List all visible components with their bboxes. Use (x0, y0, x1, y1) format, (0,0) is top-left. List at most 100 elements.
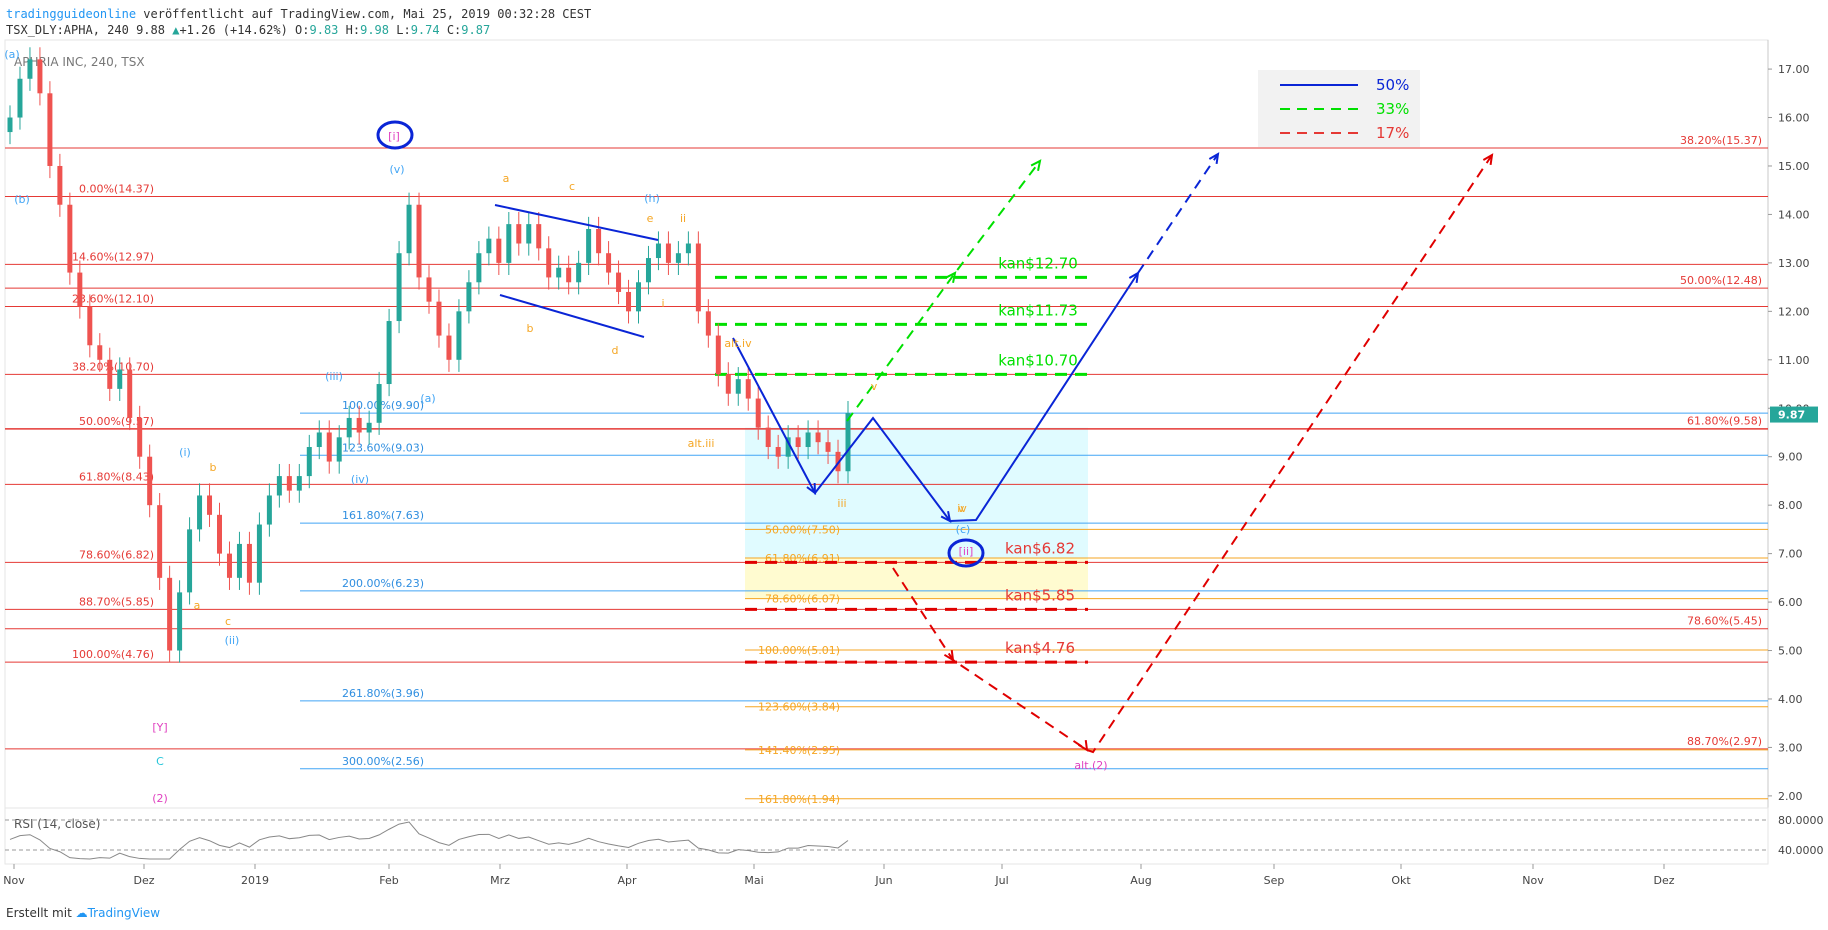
candle-body (426, 277, 432, 302)
fib-label-red: 38.20%(10.70) (72, 360, 154, 373)
fib-label-blue: 161.80%(7.63) (342, 509, 424, 522)
candle-body (236, 543, 242, 578)
candle-body (396, 253, 402, 322)
candle-body (705, 311, 711, 336)
last-price-badge (1770, 406, 1818, 423)
fib-label-blue: 200.00%(6.23) (342, 577, 424, 590)
arrowhead-blue (806, 482, 817, 496)
close-label: C: (446, 23, 462, 37)
wave-label: c (569, 180, 575, 193)
candle-body (466, 282, 472, 312)
ohlc-line: TSX_DLY:APHA, 240 9.88 ▲+1.26 (+14.62%) … (6, 22, 591, 38)
target-label-red: kan$4.76 (1005, 639, 1075, 657)
y-tick-label: 13.00 (1778, 257, 1810, 270)
candle-body (476, 253, 482, 283)
footer: Erstellt mit ☁TradingView (6, 906, 160, 920)
arrowhead-blue (940, 510, 952, 523)
wave-label: [ii] (959, 545, 974, 558)
candle-series (7, 47, 851, 663)
wave-circle-marker (947, 538, 985, 568)
candle-body (217, 514, 222, 554)
author-link[interactable]: tradingguideonline (6, 7, 137, 21)
candle-body (456, 311, 462, 360)
candle-body (556, 267, 562, 278)
wave-label: i (661, 297, 664, 310)
triangle-up-icon: ▲ (172, 23, 180, 37)
candle-body (805, 432, 811, 448)
pennant-lower-line (499, 294, 645, 338)
rsi-title: RSI (14, close) (14, 817, 100, 831)
fib-label-red: 14.60%(12.97) (72, 250, 154, 263)
instrument-label: APHRIA INC, 240, TSX (14, 55, 145, 69)
candle-body (416, 204, 422, 278)
y-tick-label: 2.00 (1778, 790, 1803, 803)
high-value: 9.98 (360, 23, 389, 37)
wave-label: (h) (644, 192, 660, 205)
fib-label-blue: 123.60%(9.03) (342, 441, 424, 454)
last-price: 9.88 (136, 23, 165, 37)
fib-label-orange: 50.00%(7.50) (765, 523, 840, 536)
y-tick-label: 16.00 (1778, 112, 1810, 125)
fib-label-red: 100.00%(4.76) (72, 648, 154, 661)
wave-label: c (225, 615, 231, 628)
y-tick-label: 3.00 (1778, 741, 1803, 754)
rsi-line (9, 821, 849, 860)
fib-label-red: 38.20%(15.37) (1680, 134, 1762, 147)
wave-circle-marker (376, 120, 414, 150)
y-tick-label: 15.00 (1778, 160, 1810, 173)
y-tick-label: 11.00 (1778, 354, 1810, 367)
fib-label-red: 78.60%(6.82) (79, 548, 154, 561)
fib-label-red: 78.60%(5.45) (1687, 615, 1762, 628)
wave-label: (iv) (351, 473, 369, 486)
candle-body (256, 524, 262, 583)
y-tick-label: 7.00 (1778, 548, 1803, 561)
wave-path-red (892, 154, 1493, 754)
candle-body (386, 321, 392, 385)
candle-body (187, 529, 193, 593)
x-tick-label: Aug (1130, 874, 1151, 887)
y-tick-label: 6.00 (1778, 596, 1803, 609)
rsi-pane (4, 807, 1769, 865)
candle-body (316, 432, 322, 448)
candle-body (7, 117, 13, 133)
low-value: 9.74 (410, 23, 440, 37)
y-tick-label: 8.00 (1778, 499, 1803, 512)
candle-body (775, 447, 781, 457)
candle-body (336, 437, 342, 462)
rsi-level-label: 40.0000 (1778, 844, 1824, 857)
x-tick-label: Apr (617, 874, 637, 887)
candle-body (785, 437, 791, 457)
arrowhead-red (1482, 153, 1494, 166)
target-label-green: kan$12.70 (998, 254, 1078, 272)
wave-label: alt.iii (688, 437, 715, 450)
legend-label: 33% (1376, 100, 1409, 118)
wave-label: e (647, 212, 654, 225)
candle-body (107, 359, 113, 389)
candle-body (765, 427, 771, 448)
y-tick-label: 14.00 (1778, 208, 1810, 221)
tradingview-link[interactable]: TradingView (87, 906, 161, 920)
y-tick-label: 9.00 (1778, 451, 1803, 464)
arrowhead-green (945, 271, 957, 284)
candle-body (326, 432, 332, 462)
wave-label: v (871, 380, 878, 393)
candle-body (486, 238, 492, 254)
wave-label: a (194, 599, 201, 612)
wave-label: (v) (389, 163, 404, 176)
candle-body (406, 204, 412, 254)
fib-label-red: 88.70%(2.97) (1687, 735, 1762, 748)
x-tick-label: Mai (744, 874, 763, 887)
candle-body (57, 165, 63, 205)
candle-body (147, 456, 153, 506)
candle-body (835, 451, 841, 472)
candle-body (566, 267, 572, 283)
candle-body (715, 335, 721, 375)
candle-body (665, 243, 671, 263)
fib-label-blue: 261.80%(3.96) (342, 687, 424, 700)
candle-body (77, 272, 83, 307)
fib-label-blue: 300.00%(2.56) (342, 755, 424, 768)
candle-body (536, 224, 542, 249)
candle-body (346, 417, 352, 438)
fib-label-red: 61.80%(9.58) (1687, 415, 1762, 428)
